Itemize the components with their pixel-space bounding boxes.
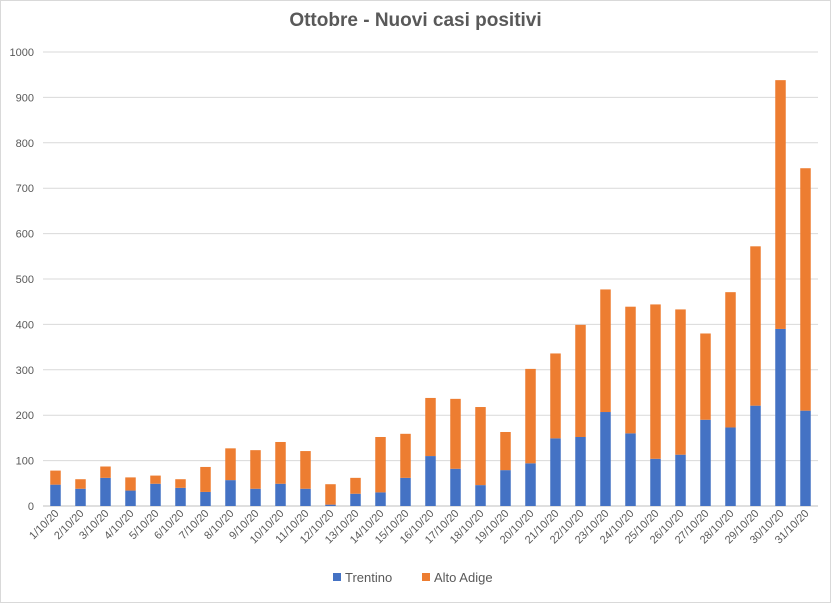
legend-label: Alto Adige xyxy=(434,570,493,585)
bar-alto-adige xyxy=(100,466,111,478)
bar-alto-adige xyxy=(125,477,136,491)
y-tick-label: 900 xyxy=(16,92,34,104)
y-tick-label: 0 xyxy=(28,501,34,513)
bar-alto-adige xyxy=(375,436,386,493)
y-tick-label: 500 xyxy=(16,274,34,286)
bar-alto-adige xyxy=(225,448,236,481)
bar-alto-adige xyxy=(425,397,436,457)
y-tick-label: 600 xyxy=(16,229,34,241)
y-tick-label: 1000 xyxy=(10,47,34,59)
bar-trentino xyxy=(150,483,161,506)
y-tick-label: 800 xyxy=(16,138,34,150)
bar-alto-adige xyxy=(725,292,736,428)
bar-alto-adige xyxy=(150,475,161,484)
bar-alto-adige xyxy=(400,433,411,478)
bar-trentino xyxy=(275,483,286,506)
bar-alto-adige xyxy=(525,368,536,464)
bar-alto-adige xyxy=(550,353,561,439)
bar-trentino xyxy=(425,456,436,506)
bar-alto-adige xyxy=(700,333,711,420)
bar-alto-adige xyxy=(275,441,286,484)
bar-alto-adige xyxy=(50,470,61,485)
y-tick-label: 300 xyxy=(16,365,34,377)
bar-trentino xyxy=(525,463,536,506)
chart-title: Ottobre - Nuovi casi positivi xyxy=(289,10,542,31)
bar-trentino xyxy=(675,454,686,506)
bar-trentino xyxy=(700,419,711,506)
bar-trentino xyxy=(225,480,236,506)
bar-alto-adige xyxy=(800,168,811,411)
bar-trentino xyxy=(75,488,86,506)
bar-trentino xyxy=(325,504,336,506)
bar-alto-adige xyxy=(200,466,211,492)
legend-label: Trentino xyxy=(345,570,392,585)
bar-alto-adige xyxy=(300,451,311,489)
bar-trentino xyxy=(725,427,736,506)
bar-trentino xyxy=(625,433,636,506)
legend-swatch xyxy=(422,573,430,581)
bar-trentino xyxy=(575,436,586,506)
bar-trentino xyxy=(650,458,661,506)
y-tick-label: 100 xyxy=(16,456,34,468)
bar-alto-adige xyxy=(325,484,336,505)
bar-trentino xyxy=(775,328,786,506)
bar-trentino xyxy=(500,470,511,506)
bar-trentino xyxy=(800,410,811,506)
bar-alto-adige xyxy=(625,306,636,434)
bar-alto-adige xyxy=(750,246,761,406)
bar-trentino xyxy=(750,405,761,506)
bar-alto-adige xyxy=(250,450,261,489)
bar-alto-adige xyxy=(575,324,586,437)
bar-alto-adige xyxy=(450,398,461,469)
bar-trentino xyxy=(200,491,211,506)
bar-alto-adige xyxy=(675,309,686,455)
legend-swatch xyxy=(333,573,341,581)
y-tick-label: 700 xyxy=(16,183,34,195)
bar-alto-adige xyxy=(650,304,661,459)
bar-trentino xyxy=(175,487,186,506)
bar-alto-adige xyxy=(175,479,186,488)
bar-trentino xyxy=(550,438,561,506)
bar-trentino xyxy=(125,490,136,506)
bar-trentino xyxy=(50,484,61,506)
bar-alto-adige xyxy=(350,477,361,494)
bar-alto-adige xyxy=(500,431,511,471)
bar-alto-adige xyxy=(475,407,486,486)
bar-alto-adige xyxy=(600,289,611,413)
bar-trentino xyxy=(475,485,486,506)
bar-trentino xyxy=(450,468,461,506)
bar-trentino xyxy=(600,412,611,506)
bar-trentino xyxy=(250,488,261,506)
y-tick-label: 200 xyxy=(16,410,34,422)
bar-alto-adige xyxy=(775,80,786,329)
y-tick-label: 400 xyxy=(16,319,34,331)
bar-trentino xyxy=(100,477,111,506)
bar-alto-adige xyxy=(75,479,86,489)
bar-trentino xyxy=(350,493,361,506)
bar-trentino xyxy=(300,488,311,506)
bar-trentino xyxy=(400,477,411,506)
bar-trentino xyxy=(375,492,386,506)
